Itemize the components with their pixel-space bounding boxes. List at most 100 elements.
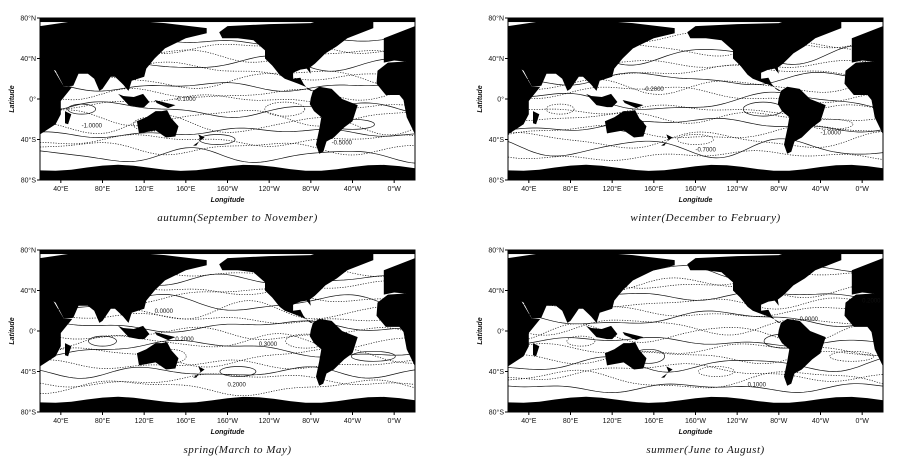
arctic: [508, 250, 883, 255]
panel-caption: autumn(September to November): [157, 212, 318, 224]
land: [586, 93, 618, 108]
contour: [40, 134, 415, 147]
contour: [40, 300, 415, 320]
land: [309, 318, 358, 386]
land: [687, 18, 842, 91]
panel-caption: summer(June to August): [646, 444, 764, 456]
x-axis-label: Longitude: [679, 197, 713, 204]
contour-label: -0.2000: [643, 87, 664, 93]
land: [851, 26, 883, 66]
y-tick-label: 40°N: [488, 287, 504, 295]
contour: [88, 335, 117, 347]
contour: [508, 131, 883, 149]
contour-label: 0.2000: [228, 383, 247, 389]
y-tick-label: 0°: [29, 328, 36, 336]
antarctica: [40, 396, 415, 412]
land: [604, 342, 647, 370]
contour: [697, 366, 735, 377]
x-tick-label: 80°W: [302, 417, 320, 425]
y-tick-label: 80°S: [489, 177, 505, 185]
contour: [508, 369, 883, 389]
land: [219, 18, 374, 91]
contour: [40, 114, 415, 136]
contour: [545, 103, 575, 115]
contour: [40, 127, 415, 138]
land: [777, 318, 826, 386]
x-tick-label: 120°E: [603, 417, 622, 425]
contour: [40, 320, 415, 333]
x-tick-label: 80°W: [770, 185, 788, 193]
x-tick-label: 80°W: [770, 417, 788, 425]
contour: [40, 81, 415, 92]
map: 0.2000 0.0000 0.1000: [508, 250, 883, 412]
contour: [219, 366, 257, 377]
x-tick-label: 120°E: [135, 185, 154, 193]
map: 0.0000 0.2000 0.3000 0.2000: [40, 250, 415, 412]
land: [136, 110, 179, 138]
x-tick-label: 80°E: [563, 185, 579, 193]
land: [533, 343, 540, 357]
x-tick-label: 40°W: [344, 417, 362, 425]
contour: [508, 383, 883, 393]
land: [154, 100, 176, 109]
contour: [40, 366, 415, 379]
contour: [508, 124, 883, 139]
land: [586, 325, 618, 340]
contour: [508, 310, 883, 327]
contour-label: -0.7000: [696, 148, 717, 154]
x-tick-label: 40°E: [521, 417, 537, 425]
land: [219, 250, 374, 323]
land: [193, 134, 205, 146]
contour-label: 0.1000: [748, 383, 767, 389]
x-tick-label: 40°E: [53, 417, 69, 425]
land: [376, 293, 415, 367]
contour: [350, 350, 396, 362]
y-axis-label: Latitude: [9, 85, 16, 112]
x-tick-label: 0°W: [388, 417, 402, 425]
x-tick-label: 0°W: [388, 185, 402, 193]
contour-label: -0.5000: [332, 141, 353, 147]
contour: [40, 68, 415, 89]
x-tick-label: 160°W: [217, 417, 238, 425]
y-tick-label: 80°S: [21, 177, 37, 185]
contour: [508, 91, 883, 110]
land: [118, 93, 150, 108]
contour: [829, 350, 875, 362]
contour-label: 0.3000: [259, 342, 278, 348]
contour: [508, 150, 883, 161]
panel-caption: spring(March to May): [184, 444, 292, 456]
x-tick-label: 160°W: [685, 417, 706, 425]
land: [622, 332, 644, 341]
land: [136, 342, 179, 370]
antarctica: [40, 164, 415, 180]
land: [687, 250, 842, 323]
land: [604, 110, 647, 138]
x-tick-label: 40°W: [344, 185, 362, 193]
x-tick-label: 40°E: [521, 185, 537, 193]
contour-label: 0.2000: [175, 337, 194, 343]
y-axis-label: Latitude: [477, 317, 484, 344]
contour: [40, 326, 415, 340]
contour: [264, 101, 306, 117]
land: [661, 134, 673, 146]
x-tick-label: 40°E: [53, 185, 69, 193]
land: [40, 20, 207, 91]
contour: [508, 138, 883, 159]
y-tick-label: 80°N: [488, 15, 504, 23]
panel-caption: winter(December to February): [630, 212, 780, 224]
contour: [40, 379, 415, 397]
contour: [508, 356, 883, 373]
arctic: [40, 250, 415, 255]
contour: [508, 117, 883, 133]
y-tick-label: 40°S: [489, 136, 505, 144]
x-tick-label: 160°W: [217, 185, 238, 193]
land: [508, 20, 675, 91]
x-axis-label: Longitude: [211, 197, 245, 204]
contour: [67, 103, 97, 115]
land: [533, 111, 540, 125]
land: [65, 111, 72, 125]
y-tick-label: 40°N: [20, 287, 36, 295]
contour: [508, 351, 883, 365]
land: [309, 86, 358, 154]
